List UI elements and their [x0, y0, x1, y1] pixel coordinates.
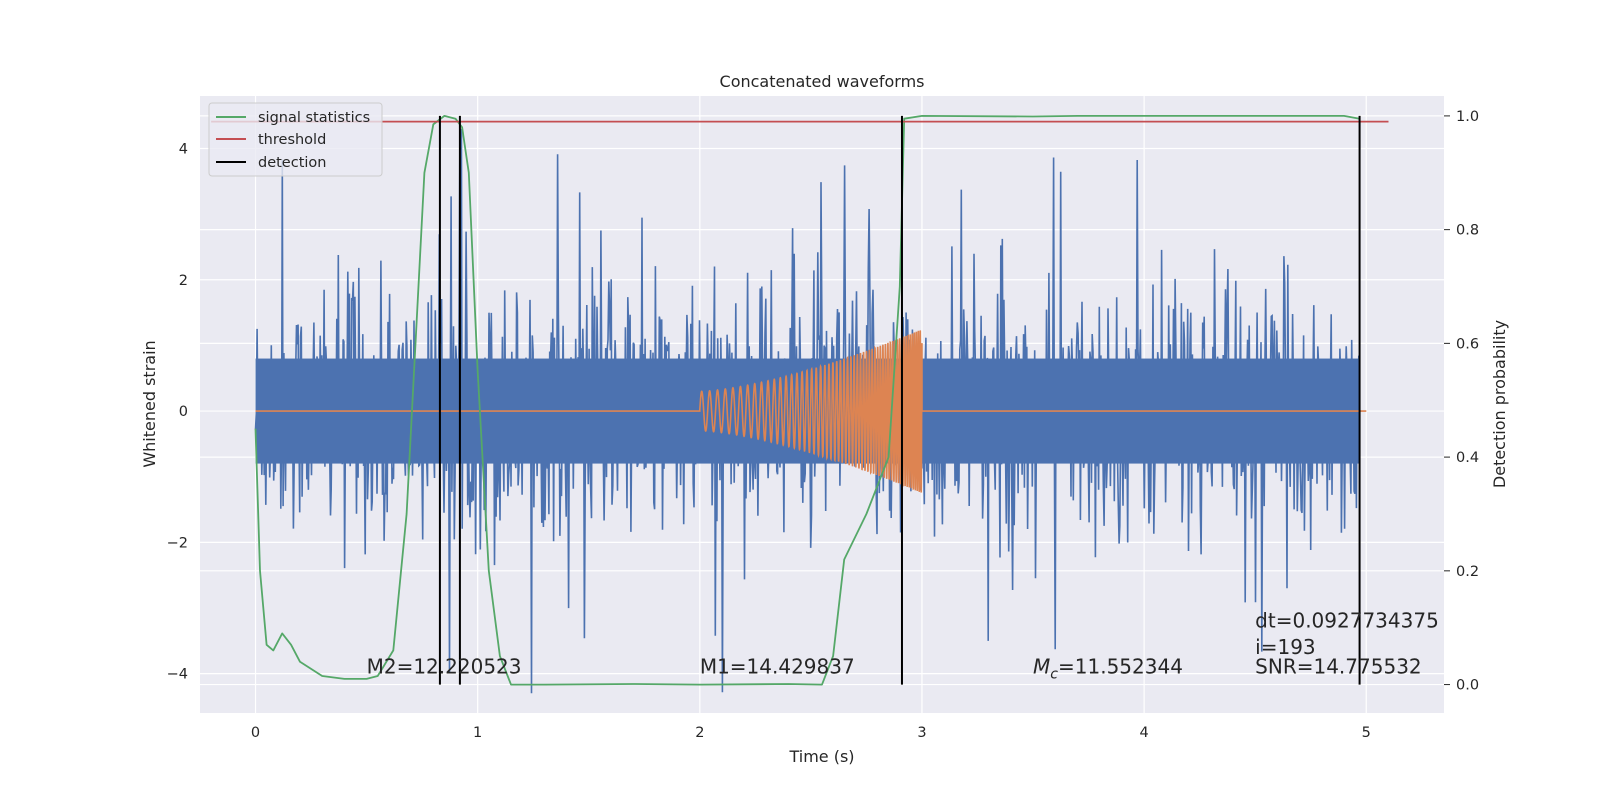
- annotation-4: i=193: [1255, 635, 1316, 659]
- legend-label-signal-statistics: signal statistics: [258, 110, 370, 126]
- y-tick-label-right-4: 0.8: [1456, 223, 1479, 239]
- y-tick-label-right-0: 0.0: [1456, 678, 1479, 694]
- annotation-5: SNR=14.775532: [1255, 655, 1421, 679]
- x-tick-label-0: 0: [251, 725, 260, 741]
- x-tick-label-2: 2: [695, 725, 704, 741]
- legend-label-detection: detection: [258, 155, 326, 171]
- y-tick-label-left-1: −2: [167, 535, 188, 551]
- x-tick-label-1: 1: [473, 725, 482, 741]
- legend: signal statistics threshold detection: [208, 102, 383, 177]
- legend-box: [208, 102, 383, 177]
- x-tick-label-3: 3: [917, 725, 926, 741]
- legend-label-threshold: threshold: [258, 132, 326, 148]
- x-axis-label: Time (s): [788, 747, 854, 766]
- chart-title: Concatenated waveforms: [720, 72, 925, 91]
- y-tick-label-right-1: 0.2: [1456, 564, 1479, 580]
- annotation-0: M2=12.220523: [367, 655, 522, 679]
- y-tick-label-left-3: 2: [179, 273, 188, 289]
- annotation-layer: M2=12.220523 M1=14.429837 Mc=11.552344 dt=0…: [367, 609, 1439, 683]
- annotation-1: M1=14.429837: [700, 655, 855, 679]
- y-tick-label-left-4: 4: [179, 142, 188, 158]
- tick-layer: 0 1 2 3 4 5 −4 −2 0 2 4 0.0 0.2 0.4 0.6 0.8 1.0: [167, 109, 1479, 741]
- y-tick-label-right-2: 0.4: [1456, 450, 1479, 466]
- x-tick-label-5: 5: [1362, 725, 1371, 741]
- y-axis-label-right: Detection probability: [1490, 320, 1509, 488]
- y-tick-label-left-0: −4: [167, 667, 188, 683]
- y-tick-label-left-2: 0: [179, 404, 188, 420]
- y-tick-label-right-5: 1.0: [1456, 109, 1479, 125]
- data-layer: [211, 115, 1389, 694]
- annotation-3: dt=0.0927734375: [1255, 609, 1439, 633]
- annotation-2: Mc=11.552344: [1033, 655, 1183, 683]
- template-series-line: [255, 330, 1367, 493]
- y-axis-label-left: Whitened strain: [140, 340, 159, 467]
- x-tick-label-4: 4: [1139, 725, 1148, 741]
- y-tick-label-right-3: 0.6: [1456, 336, 1479, 352]
